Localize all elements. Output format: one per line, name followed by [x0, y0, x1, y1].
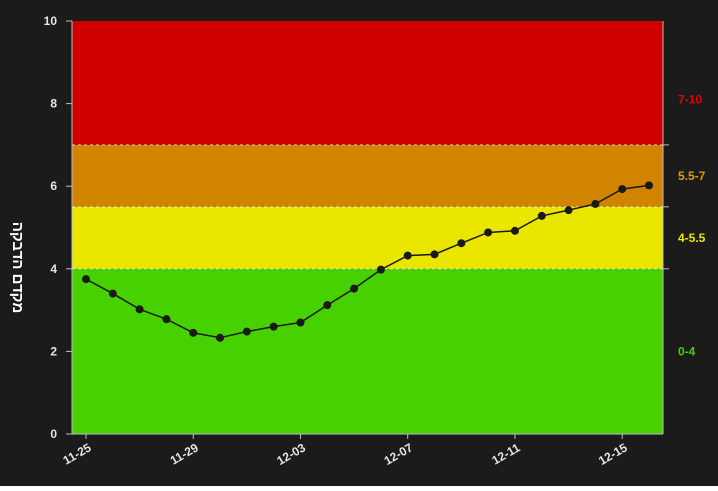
data-point [269, 322, 278, 331]
data-point [189, 328, 198, 337]
data-point [135, 305, 144, 314]
y-tick-label: 10 [44, 14, 58, 28]
data-point [591, 199, 600, 208]
data-point [242, 327, 251, 336]
zone-band-7-10 [72, 21, 663, 145]
data-point [430, 250, 439, 259]
data-point [510, 226, 519, 235]
y-tick-label: 0 [50, 427, 57, 441]
data-point [537, 211, 546, 220]
data-point [618, 185, 627, 194]
y-tick-label: 2 [50, 344, 57, 358]
zone-label-7-10: 7-10 [678, 92, 702, 106]
y-tick-label: 6 [50, 179, 57, 193]
data-point [457, 239, 466, 248]
data-point [403, 251, 412, 260]
zone-band-4-5.5 [72, 206, 663, 269]
zone-label-5.5-7: 5.5-7 [678, 169, 706, 183]
series-line [85, 184, 650, 339]
data-point [376, 265, 385, 274]
data-point [564, 206, 573, 215]
data-point [484, 228, 493, 237]
zone-label-0-4: 0-4 [678, 344, 696, 358]
zone-band-5.5-7 [72, 144, 663, 207]
y-tick-label: 4 [50, 262, 57, 276]
data-point [350, 284, 359, 293]
zone-label-4-5.5: 4-5.5 [678, 231, 706, 245]
y-axis-title: מקדם הדבקה [9, 222, 26, 313]
data-point [108, 289, 117, 298]
data-point [296, 318, 305, 327]
data-point [323, 301, 332, 310]
zone-band-0-4 [72, 268, 663, 434]
y-tick-label: 8 [50, 97, 57, 111]
data-point [162, 315, 171, 324]
data-point [82, 275, 90, 284]
data-point [645, 181, 653, 190]
data-point [216, 333, 225, 342]
